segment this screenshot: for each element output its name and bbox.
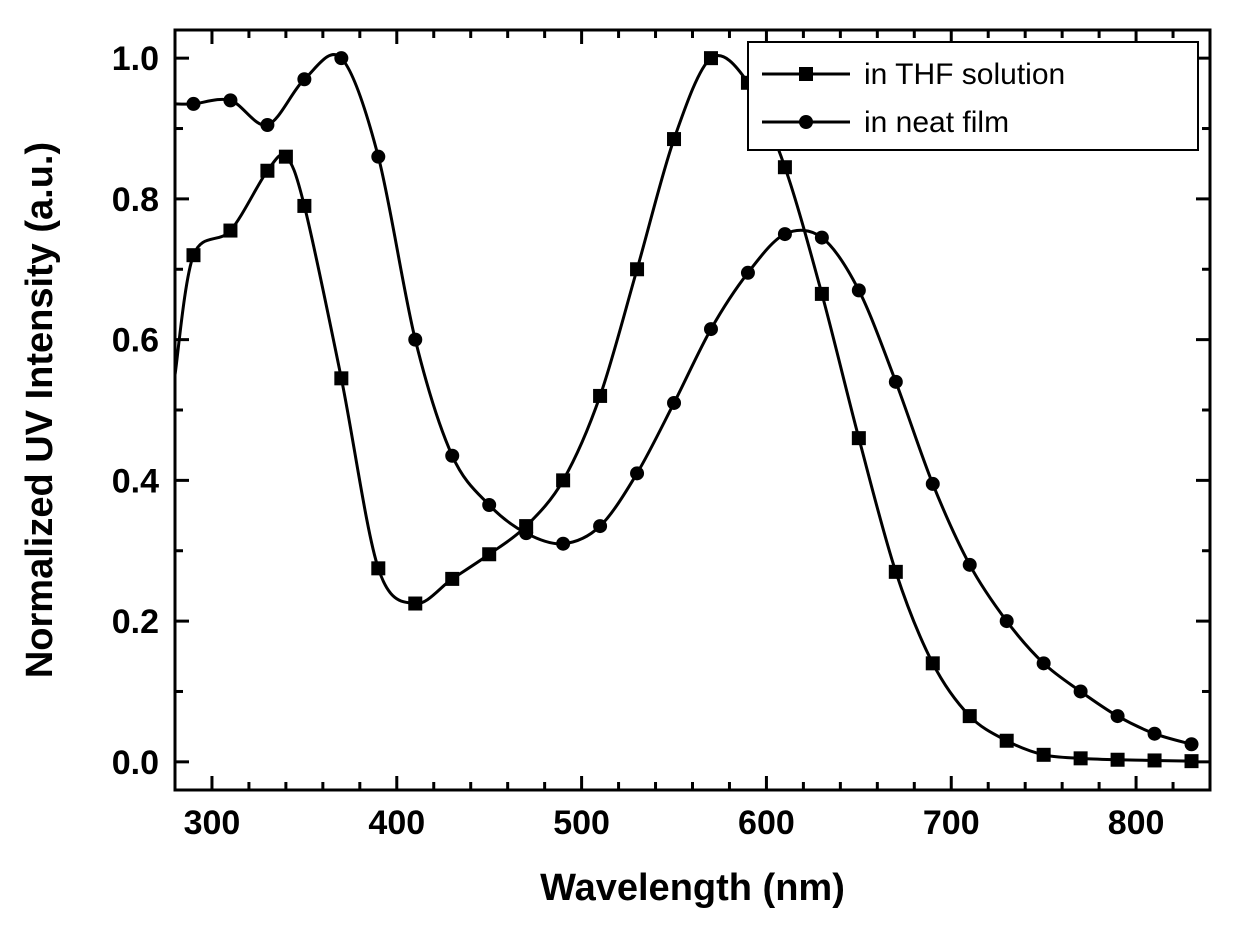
marker-square bbox=[408, 597, 422, 611]
marker-circle bbox=[334, 51, 348, 65]
marker-square bbox=[1037, 748, 1051, 762]
marker-square bbox=[445, 572, 459, 586]
marker-square bbox=[279, 150, 293, 164]
marker-circle bbox=[852, 283, 866, 297]
marker-circle bbox=[704, 322, 718, 336]
marker-square bbox=[297, 199, 311, 213]
marker-square bbox=[889, 565, 903, 579]
y-tick-label: 0.2 bbox=[112, 603, 159, 641]
x-tick-label: 500 bbox=[553, 804, 610, 842]
marker-circle bbox=[445, 449, 459, 463]
x-tick-label: 300 bbox=[184, 804, 241, 842]
marker-circle bbox=[815, 231, 829, 245]
marker-square bbox=[963, 709, 977, 723]
marker-circle bbox=[1037, 656, 1051, 670]
marker-circle bbox=[223, 93, 237, 107]
marker-square bbox=[1000, 734, 1014, 748]
y-tick-label: 0.0 bbox=[112, 744, 159, 782]
marker-circle bbox=[1000, 614, 1014, 628]
chart-svg: 300 400 500 600 700 800 0.0 0.2 0.4 0.6 0.8 1.0 Wave… bbox=[0, 0, 1240, 936]
y-tick-label: 0.4 bbox=[112, 462, 159, 500]
y-tick-label: 1.0 bbox=[112, 40, 159, 78]
x-axis-label: Wavelength (nm) bbox=[540, 867, 845, 909]
marker-circle bbox=[297, 72, 311, 86]
x-tick-label: 600 bbox=[738, 804, 795, 842]
marker-circle bbox=[667, 396, 681, 410]
marker-circle bbox=[1111, 709, 1125, 723]
marker-circle bbox=[963, 558, 977, 572]
marker-square bbox=[334, 371, 348, 385]
marker-square bbox=[593, 389, 607, 403]
legend-label: in THF solution bbox=[864, 58, 1065, 91]
marker-square bbox=[852, 431, 866, 445]
y-tick-label: 0.6 bbox=[112, 322, 159, 360]
marker-circle bbox=[186, 97, 200, 111]
marker-circle bbox=[593, 519, 607, 533]
marker-square bbox=[815, 287, 829, 301]
uv-spectrum-chart: 300 400 500 600 700 800 0.0 0.2 0.4 0.6 0.8 1.0 Wave… bbox=[0, 0, 1240, 936]
marker-square bbox=[1111, 753, 1125, 767]
marker-circle bbox=[1148, 727, 1162, 741]
marker-square bbox=[1148, 753, 1162, 767]
x-tick-label: 700 bbox=[923, 804, 980, 842]
marker-square bbox=[260, 164, 274, 178]
marker-circle bbox=[556, 537, 570, 551]
y-tick-label: 0.8 bbox=[112, 181, 159, 219]
marker-circle bbox=[1074, 684, 1088, 698]
marker-circle bbox=[741, 266, 755, 280]
marker-square bbox=[223, 224, 237, 238]
marker-circle bbox=[260, 118, 274, 132]
marker-circle bbox=[408, 333, 422, 347]
marker-square bbox=[1074, 751, 1088, 765]
marker-square bbox=[630, 262, 644, 276]
marker-square bbox=[667, 132, 681, 146]
marker-circle bbox=[778, 227, 792, 241]
x-tick-label: 400 bbox=[368, 804, 425, 842]
x-tick-label: 800 bbox=[1108, 804, 1165, 842]
marker-square bbox=[556, 473, 570, 487]
marker-square bbox=[482, 547, 496, 561]
marker-square bbox=[371, 561, 385, 575]
marker-square bbox=[704, 51, 718, 65]
marker-circle bbox=[482, 498, 496, 512]
legend-label: in neat film bbox=[864, 106, 1009, 139]
marker-square bbox=[186, 248, 200, 262]
marker-circle bbox=[630, 466, 644, 480]
marker-circle bbox=[1185, 737, 1199, 751]
y-axis-label: Normalized UV Intensity (a.u.) bbox=[19, 142, 61, 678]
marker-square bbox=[778, 160, 792, 174]
marker-square bbox=[926, 656, 940, 670]
marker-circle bbox=[371, 150, 385, 164]
marker-circle bbox=[889, 375, 903, 389]
legend: in THF solution in neat film bbox=[748, 42, 1198, 150]
marker-square bbox=[1185, 754, 1199, 768]
marker-circle bbox=[926, 477, 940, 491]
marker-circle bbox=[519, 526, 533, 540]
